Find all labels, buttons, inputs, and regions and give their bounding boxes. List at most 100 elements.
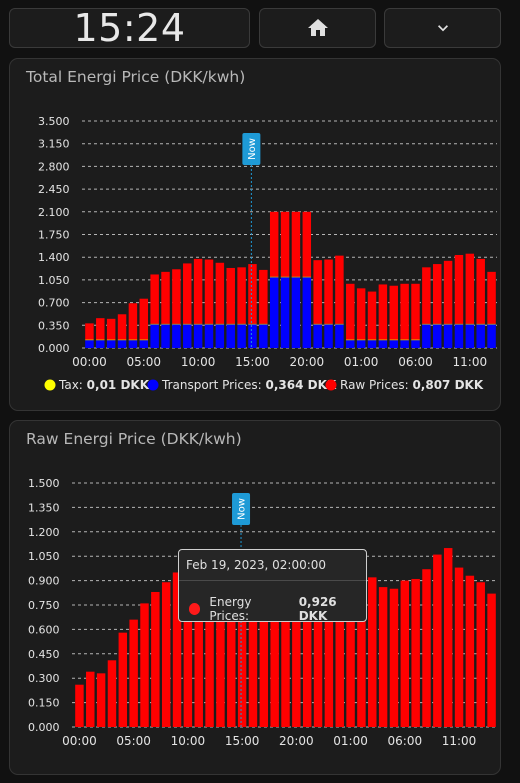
bar-raw-prices (259, 269, 268, 324)
bar-tax (476, 323, 485, 325)
bar-energy-price (411, 578, 420, 727)
chart-tooltip: Feb 19, 2023, 02:00:00 Energy Prices: 0,… (178, 549, 367, 623)
bar-energy-price (313, 565, 323, 727)
tooltip-label: Energy Prices: (209, 595, 252, 623)
bar-raw-prices (476, 258, 485, 324)
bar-energy-price (194, 565, 203, 727)
bar-raw-prices (378, 284, 388, 340)
y-tick-label: 0.000 (38, 342, 70, 355)
total-price-chart[interactable]: 0.000 0.350 0.700 1.050 1.400 1.750 2.100 2.450… (10, 59, 500, 410)
bar-energy-price (281, 564, 290, 727)
legend-value: 0,807 DKK (412, 378, 483, 392)
bar-energy-price (270, 562, 279, 727)
bar-transport-prices (487, 324, 496, 348)
x-tick-label: 06:00 (398, 355, 433, 369)
bar-raw-prices (106, 318, 116, 340)
bar-tax (465, 323, 475, 325)
x-tick-label: 11:00 (442, 734, 477, 748)
bar-transport-prices (193, 324, 203, 348)
bar-energy-price (454, 567, 464, 727)
series-color-dot (189, 603, 201, 615)
total-price-title: Total Energi Price (DKK/kwh) (26, 68, 246, 86)
x-tick-label: 15:00 (235, 355, 270, 369)
y-tick-label: 1.050 (28, 550, 60, 563)
bar-tax (324, 323, 333, 325)
bar-energy-price (237, 577, 247, 727)
bar-transport-prices (335, 324, 344, 348)
y-tick-label: 2.100 (38, 206, 70, 219)
bar-raw-prices (193, 258, 203, 324)
bar-energy-price (107, 660, 117, 727)
bar-tax (454, 323, 464, 325)
x-tick-label: 10:00 (171, 734, 206, 748)
bar-energy-price (86, 671, 95, 727)
raw-price-title: Raw Energi Price (DKK/kwh) (26, 430, 242, 448)
bar-tax (117, 339, 127, 341)
bar-energy-price (400, 580, 410, 727)
bar-raw-prices (432, 264, 442, 324)
bar-raw-prices (443, 260, 453, 324)
bar-raw-prices (389, 285, 398, 340)
bar-energy-price (302, 567, 312, 727)
bar-tax (378, 339, 388, 341)
bar-tax (346, 339, 355, 341)
bar-raw-prices (150, 274, 159, 324)
bar-tax (161, 323, 170, 325)
bar-transport-prices (356, 340, 366, 348)
tooltip-divider (179, 580, 366, 581)
bar-energy-price (346, 598, 355, 727)
y-tick-label: 0.350 (38, 319, 70, 332)
bar-energy-price (96, 673, 106, 727)
bar-tax (106, 339, 116, 341)
bar-tax (85, 339, 94, 341)
bar-transport-prices (454, 324, 464, 348)
tooltip-value: 0,926 DKK (298, 595, 337, 623)
bar-raw-prices (248, 264, 257, 324)
y-tick-label: 0.150 (28, 697, 60, 710)
y-tick-label: 3.500 (38, 115, 70, 128)
bar-raw-prices (85, 323, 94, 340)
bar-energy-price (118, 632, 128, 727)
bar-tax (269, 276, 279, 278)
bar-tax (248, 323, 257, 325)
x-tick-label: 00:00 (72, 355, 107, 369)
bar-transport-prices (291, 277, 301, 348)
bar-energy-price (422, 569, 431, 727)
home-button[interactable] (259, 8, 376, 48)
y-tick-label: 0.700 (38, 297, 70, 310)
bar-energy-price (151, 591, 160, 727)
bar-energy-price (487, 593, 496, 727)
y-tick-label: 0.750 (28, 599, 60, 612)
bar-raw-prices (487, 271, 496, 324)
bar-energy-price (324, 556, 334, 727)
raw-price-chart[interactable]: 0.000 0.150 0.300 0.450 0.600 0.750 0.900 1.050… (10, 421, 500, 774)
bar-tax (335, 323, 344, 325)
chevron-down-icon (437, 25, 448, 32)
bar-raw-prices (128, 303, 138, 340)
y-tick-label: 1.500 (28, 477, 60, 490)
bar-energy-price (335, 576, 344, 727)
bar-raw-prices (204, 259, 214, 324)
bar-tax (487, 323, 496, 325)
bar-tax (259, 323, 268, 325)
x-tick-label: 20:00 (279, 734, 314, 748)
now-badge (232, 493, 251, 525)
legend-label: Transport Prices: 0,364 DKK (161, 378, 337, 392)
bar-tax (411, 339, 420, 341)
x-tick-label: 15:00 (225, 734, 260, 748)
bar-raw-prices (237, 267, 246, 324)
bar-tax (183, 323, 192, 325)
menu-dropdown-button[interactable] (384, 8, 501, 48)
bar-transport-prices (226, 324, 235, 348)
bar-tax (291, 276, 301, 278)
bar-transport-prices (302, 277, 312, 348)
x-tick-label: 20:00 (290, 355, 325, 369)
bar-tax (443, 323, 453, 325)
x-tick-label: 05:00 (116, 734, 151, 748)
bar-tax (422, 323, 431, 325)
now-label: Now (247, 138, 258, 160)
bar-energy-price (389, 588, 399, 727)
clock-display[interactable]: 15:24 (9, 6, 250, 50)
bar-energy-price (443, 548, 453, 727)
bar-tax (400, 339, 409, 341)
